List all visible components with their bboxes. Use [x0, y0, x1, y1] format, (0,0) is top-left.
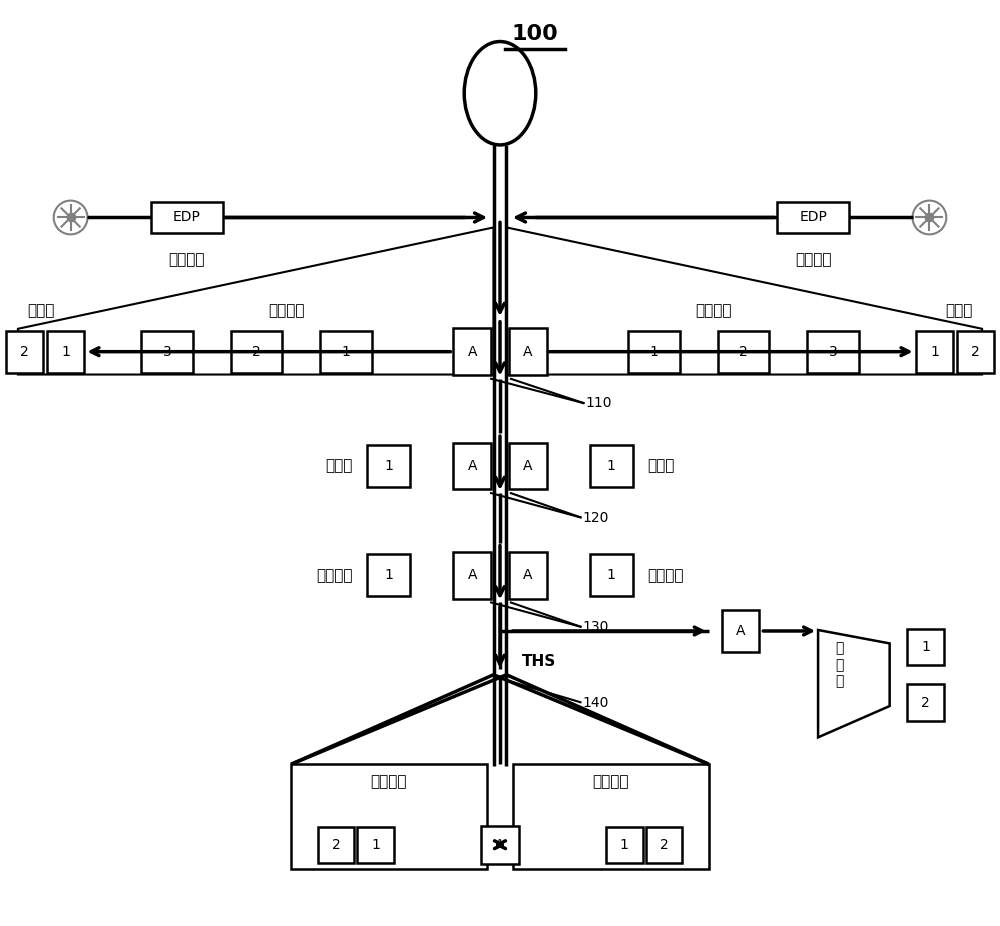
Text: 右舱门: 右舱门 — [647, 458, 674, 473]
Text: 1: 1 — [384, 459, 393, 473]
Bar — [907, 629, 944, 665]
Bar — [628, 331, 680, 372]
Text: 2: 2 — [252, 344, 261, 358]
Bar — [590, 445, 633, 487]
Text: 2: 2 — [921, 695, 930, 709]
Bar — [807, 331, 859, 372]
Text: 140: 140 — [583, 695, 609, 709]
Bar — [141, 331, 193, 372]
Text: 方
向
舵: 方 向 舵 — [836, 642, 844, 688]
Text: 左扰流板: 左扰流板 — [268, 304, 305, 319]
Text: A: A — [523, 569, 533, 582]
Bar — [509, 552, 547, 599]
Text: 左发动机: 左发动机 — [169, 252, 205, 267]
Text: 右副翼: 右副翼 — [946, 304, 973, 319]
Text: 右起落架: 右起落架 — [647, 568, 684, 582]
Bar — [646, 827, 682, 863]
Bar — [916, 331, 953, 372]
Bar — [453, 443, 491, 489]
Bar — [453, 552, 491, 599]
Bar — [481, 826, 519, 864]
Text: A: A — [736, 624, 745, 638]
Text: 110: 110 — [585, 396, 612, 410]
Bar — [590, 555, 633, 596]
Text: A: A — [523, 344, 533, 358]
Text: 1: 1 — [620, 838, 629, 852]
Text: A: A — [467, 569, 477, 582]
Bar — [367, 555, 410, 596]
Text: 2: 2 — [971, 344, 980, 358]
Bar — [318, 827, 354, 863]
Bar — [291, 764, 487, 869]
Bar — [777, 202, 849, 233]
Text: EDP: EDP — [173, 210, 201, 224]
Text: 右发动机: 右发动机 — [795, 252, 831, 267]
Bar — [367, 445, 410, 487]
Bar — [151, 202, 223, 233]
Bar — [957, 331, 994, 372]
Text: 1: 1 — [61, 344, 70, 358]
Text: 左起落架: 左起落架 — [316, 568, 353, 582]
Text: A: A — [495, 838, 505, 852]
Bar — [453, 329, 491, 375]
Bar — [606, 827, 643, 863]
Bar — [47, 331, 84, 372]
Text: 130: 130 — [583, 620, 609, 634]
Text: 1: 1 — [607, 459, 616, 473]
Text: 右升降舵: 右升降舵 — [592, 774, 629, 790]
Text: 右扰流板: 右扰流板 — [695, 304, 732, 319]
Text: A: A — [467, 459, 477, 473]
Text: 左升降舵: 左升降舵 — [370, 774, 407, 790]
Text: 1: 1 — [371, 838, 380, 852]
Text: 3: 3 — [163, 344, 171, 358]
Text: 2: 2 — [739, 344, 748, 358]
Text: 左副翼: 左副翼 — [27, 304, 54, 319]
Text: 3: 3 — [829, 344, 837, 358]
Text: A: A — [467, 344, 477, 358]
Text: 1: 1 — [921, 640, 930, 654]
Bar — [231, 331, 282, 372]
Text: A: A — [523, 459, 533, 473]
Text: 左舱门: 左舱门 — [326, 458, 353, 473]
Bar — [509, 329, 547, 375]
Text: 120: 120 — [583, 510, 609, 525]
Bar — [357, 827, 394, 863]
Bar — [722, 610, 759, 652]
Text: 1: 1 — [650, 344, 659, 358]
Bar — [907, 684, 944, 721]
Text: 1: 1 — [384, 569, 393, 582]
Bar — [718, 331, 769, 372]
Bar — [320, 331, 372, 372]
Text: 2: 2 — [660, 838, 668, 852]
Text: 2: 2 — [332, 838, 340, 852]
Text: 1: 1 — [930, 344, 939, 358]
Bar — [6, 331, 43, 372]
Text: THS: THS — [522, 655, 556, 669]
Text: 100: 100 — [511, 24, 558, 44]
Bar — [509, 443, 547, 489]
Text: 1: 1 — [607, 569, 616, 582]
Text: 2: 2 — [20, 344, 29, 358]
Bar — [513, 764, 709, 869]
Text: EDP: EDP — [799, 210, 827, 224]
Text: 1: 1 — [341, 344, 350, 358]
